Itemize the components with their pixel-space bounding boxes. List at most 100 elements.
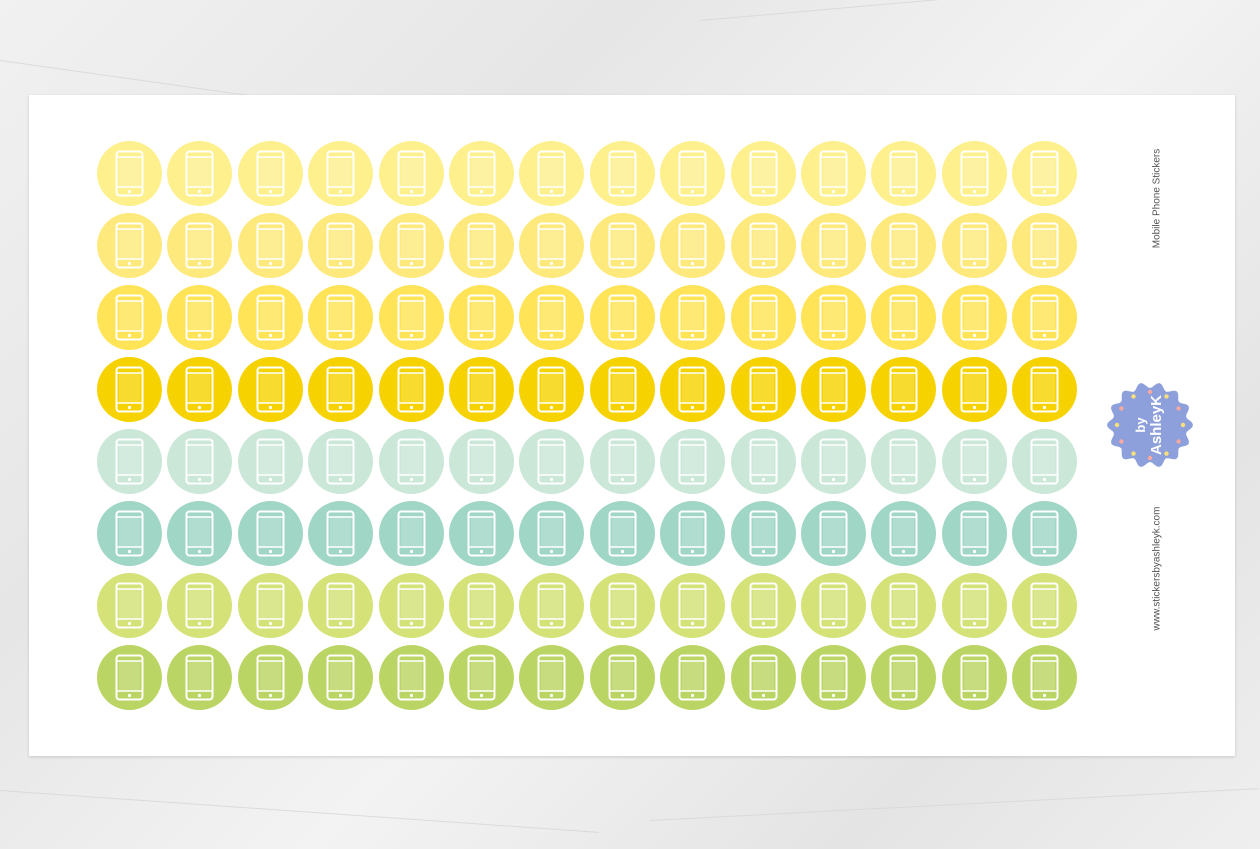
heart-icon <box>1114 422 1120 428</box>
phone-sticker <box>730 285 796 350</box>
phone-sticker <box>941 213 1007 278</box>
mobile-phone-icon <box>889 438 918 485</box>
mobile-phone-icon <box>467 294 496 341</box>
phone-sticker <box>1012 285 1078 350</box>
phone-sticker <box>449 357 514 422</box>
mobile-phone-icon <box>467 582 496 629</box>
mobile-phone-icon <box>1030 222 1059 269</box>
mobile-phone-icon <box>819 366 848 413</box>
mobile-phone-icon <box>749 150 778 197</box>
mobile-phone-icon <box>467 222 496 269</box>
mobile-phone-icon <box>608 294 637 341</box>
phone-sticker <box>1012 357 1078 422</box>
phone-sticker <box>871 429 937 494</box>
phone-sticker <box>519 213 585 278</box>
mobile-phone-icon <box>749 582 778 629</box>
mobile-phone-icon <box>397 582 426 629</box>
mobile-phone-icon <box>115 294 144 341</box>
phone-sticker <box>237 501 303 566</box>
mobile-phone-icon <box>678 654 707 701</box>
mobile-phone-icon <box>819 510 848 557</box>
heart-icon <box>1147 455 1153 461</box>
mobile-phone-icon <box>819 654 848 701</box>
mobile-phone-icon <box>819 222 848 269</box>
mobile-phone-icon <box>397 510 426 557</box>
mobile-phone-icon <box>185 366 214 413</box>
mobile-phone-icon <box>115 366 144 413</box>
heart-icon <box>1164 394 1169 399</box>
mobile-phone-icon <box>537 366 566 413</box>
phone-sticker <box>449 213 514 278</box>
phone-sticker <box>1012 429 1078 494</box>
phone-sticker <box>801 213 866 278</box>
phone-sticker <box>801 141 866 206</box>
mobile-phone-icon <box>256 582 285 629</box>
heart-icon <box>1180 422 1186 428</box>
phone-sticker <box>1012 645 1078 710</box>
phone-sticker <box>941 285 1007 350</box>
mobile-phone-icon <box>749 222 778 269</box>
phone-sticker <box>660 645 726 710</box>
mobile-phone-icon <box>326 438 355 485</box>
phone-sticker <box>589 213 655 278</box>
phone-sticker <box>519 141 585 206</box>
phone-sticker <box>308 357 374 422</box>
phone-sticker <box>589 501 655 566</box>
mobile-phone-icon <box>537 222 566 269</box>
svg-text:AshleyK: AshleyK <box>1148 395 1165 455</box>
mobile-phone-icon <box>326 222 355 269</box>
mobile-phone-icon <box>397 438 426 485</box>
heart-icon <box>1119 406 1124 411</box>
phone-sticker <box>308 285 374 350</box>
phone-sticker <box>97 501 162 566</box>
mobile-phone-icon <box>1030 438 1059 485</box>
mobile-phone-icon <box>115 438 144 485</box>
phone-sticker <box>871 357 937 422</box>
phone-sticker <box>660 357 726 422</box>
phone-sticker <box>871 213 937 278</box>
mobile-phone-icon <box>537 150 566 197</box>
mobile-phone-icon <box>115 510 144 557</box>
phone-sticker <box>1012 213 1078 278</box>
mobile-phone-icon <box>467 150 496 197</box>
phone-sticker <box>519 285 585 350</box>
mobile-phone-icon <box>256 150 285 197</box>
phone-sticker <box>449 501 514 566</box>
phone-sticker <box>589 645 655 710</box>
mobile-phone-icon <box>749 294 778 341</box>
phone-sticker <box>237 141 303 206</box>
mobile-phone-icon <box>608 366 637 413</box>
phone-sticker <box>308 429 374 494</box>
mobile-phone-icon <box>1030 654 1059 701</box>
phone-sticker <box>449 141 514 206</box>
heart-icon <box>1147 389 1153 395</box>
website-url: www.stickersbyashleyk.com <box>1151 506 1163 631</box>
mobile-phone-icon <box>1030 366 1059 413</box>
phone-sticker <box>167 645 233 710</box>
phone-sticker <box>730 501 796 566</box>
phone-sticker <box>97 213 162 278</box>
phone-sticker <box>801 285 866 350</box>
phone-sticker <box>308 213 374 278</box>
mobile-phone-icon <box>960 150 989 197</box>
mobile-phone-icon <box>185 654 214 701</box>
phone-sticker <box>308 501 374 566</box>
mobile-phone-icon <box>960 582 989 629</box>
phone-sticker <box>237 645 303 710</box>
phone-sticker <box>801 501 866 566</box>
phone-sticker <box>730 573 796 638</box>
phone-sticker <box>378 645 444 710</box>
heart-icon <box>1176 406 1181 411</box>
phone-sticker <box>449 285 514 350</box>
phone-sticker <box>589 285 655 350</box>
mobile-phone-icon <box>326 366 355 413</box>
phone-sticker <box>941 357 1007 422</box>
heart-icon <box>1119 439 1124 444</box>
mobile-phone-icon <box>819 294 848 341</box>
mobile-phone-icon <box>397 654 426 701</box>
phone-sticker <box>308 141 374 206</box>
phone-sticker <box>97 285 162 350</box>
phone-sticker <box>941 645 1007 710</box>
phone-sticker <box>660 285 726 350</box>
phone-sticker <box>941 573 1007 638</box>
